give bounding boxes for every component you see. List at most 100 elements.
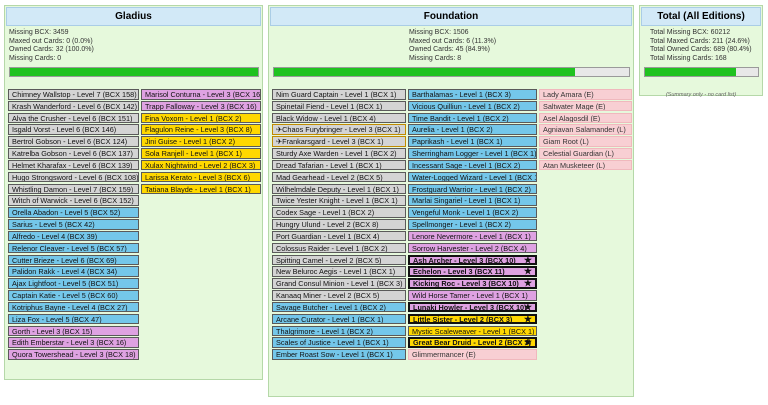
card-item[interactable]: Larissa Kerato - Level 3 (BCX 6) [141,171,261,183]
card-label: Ajax Lightfoot - Level 5 (BCX 51) [12,279,119,289]
total-progress-bar [644,67,759,77]
card-item[interactable]: Vengeful Monk - Level 1 (BCX 2) [408,207,537,218]
card-item[interactable]: Paprikash - Level 1 (BCX 1) [408,136,537,147]
card-item[interactable]: Tatiana Blayde - Level 1 (BCX 1) [141,183,261,195]
card-item[interactable]: Cutter Brieze - Level 6 (BCX 69) [8,254,139,266]
card-item[interactable]: Grand Consul Minion - Level 1 (BCX 3) [272,278,406,289]
card-item[interactable]: Colossus Raider - Level 1 (BCX 2) [272,242,406,254]
card-item[interactable]: ✈Frankarsgard - Level 3 (BCX 1) [272,136,406,147]
card-item[interactable]: Twice Yester Knight - Level 1 (BCX 1) [272,195,406,206]
card-item[interactable]: Incessant Sage - Level 1 (BCX 2) [408,159,537,171]
card-item[interactable]: Ash Archer - Level 3 (BCX 10) ★ [408,254,537,266]
card-item[interactable]: Lady Amara (E) [539,89,632,100]
card-label: Jini Guise - Level 1 (BCX 2) [145,137,236,147]
card-item[interactable]: Marlai Singariel - Level 1 (BCX 1) [408,195,537,206]
card-item[interactable]: Orella Abadon - Level 5 (BCX 52) [8,207,139,218]
card-item[interactable]: Kotriphus Bayne - Level 4 (BCX 27) [8,301,139,313]
card-item[interactable]: Port Guardian - Level 1 (BCX 4) [272,230,406,242]
card-item[interactable]: Quora Towershead - Level 3 (BCX 18) [8,349,139,360]
card-label: Aurelia - Level 1 (BCX 2) [412,125,493,135]
card-item[interactable]: Celestial Guardian (L) [539,148,632,159]
card-item[interactable]: Glimmermancer (E) [408,349,537,360]
card-item[interactable]: Frostguard Warrior - Level 1 (BCX 2) [408,183,537,195]
card-label: Vicious Quilliun - Level 1 (BCX 2) [412,101,520,111]
card-item[interactable]: Relenor Cleaver - Level 5 (BCX 57) [8,242,139,254]
card-item[interactable]: Jini Guise - Level 1 (BCX 2) [141,136,261,147]
card-item[interactable]: Dread Tafarian - Level 1 (BCX 1) [272,159,406,171]
card-item[interactable]: New Beluroc Aegis - Level 1 (BCX 1) [272,266,406,277]
foundation-progress-bar [273,67,630,77]
card-item[interactable]: Time Bandit - Level 1 (BCX 2) [408,112,537,124]
card-item[interactable]: Sherringham Logger - Level 1 (BCX 1) [408,148,537,159]
card-item[interactable]: Kicking Roc - Level 3 (BCX 10) ★ [408,278,537,289]
card-item[interactable]: Edith Emberstar - Level 3 (BCX 16) [8,337,139,348]
card-item[interactable]: Marisol Conturna - Level 3 (BCX 16) [141,89,261,100]
card-item[interactable]: Trapp Falloway - Level 3 (BCX 16) [141,100,261,112]
card-item[interactable]: Lenore Nevermore - Level 1 (BCX 1) [408,230,537,242]
card-item[interactable]: Giam Root (L) [539,136,632,147]
card-item[interactable]: Hugo Strongsword - Level 6 (BCX 108) [8,171,139,183]
airplane-icon: ✈ [276,137,283,147]
card-item[interactable]: Katrelba Gobson - Level 6 (BCX 137) [8,148,139,159]
card-item[interactable]: Spinetail Fiend - Level 1 (BCX 1) [272,100,406,112]
card-item[interactable]: Vicious Quilliun - Level 1 (BCX 2) [408,100,537,112]
card-item[interactable]: Thalgrimore - Level 1 (BCX 2) [272,325,406,337]
card-item[interactable]: Bertrol Gobson - Level 6 (BCX 124) [8,136,139,147]
card-item[interactable]: Alva the Crusher - Level 6 (BCX 151) [8,112,139,124]
card-label: Edith Emberstar - Level 3 (BCX 16) [12,338,127,348]
card-item[interactable]: Saltwater Mage (E) [539,100,632,112]
card-item[interactable]: Liza Fox - Level 5 (BCX 47) [8,313,139,325]
card-label: Liza Fox - Level 5 (BCX 47) [12,314,102,324]
card-item[interactable]: Alfredo - Level 4 (BCX 39) [8,230,139,242]
card-label: Bertrol Gobson - Level 6 (BCX 124) [12,137,128,147]
card-item[interactable]: ✈Chaos Furybringer - Level 3 (BCX 1) [272,124,406,135]
card-item[interactable]: Xulax Nightwind - Level 2 (BCX 3) [141,159,261,171]
card-item[interactable]: Arcane Curator - Level 1 (BCX 1) [272,313,406,325]
card-item[interactable]: Gorth - Level 3 (BCX 15) [8,325,139,337]
card-item[interactable]: Ember Roast Sow - Level 1 (BCX 1) [272,349,406,360]
card-label: Agniavan Salamander (L) [543,125,626,135]
card-item[interactable]: Wild Horse Tamer - Level 1 (BCX 1) [408,290,537,301]
card-item[interactable]: Atan Musketeer (L) [539,159,632,171]
card-item[interactable]: Mad Gearhead - Level 2 (BCX 5) [272,171,406,183]
card-item[interactable]: Krash Wanderford - Level 6 (BCX 142) [8,100,139,112]
card-item[interactable]: Spitting Camel - Level 2 (BCX 5) [272,254,406,266]
card-item[interactable]: Whistling Damon - Level 7 (BCX 159) [8,183,139,195]
card-item[interactable]: Nim Guard Captain - Level 1 (BCX 1) [272,89,406,100]
card-item[interactable]: Water-Logged Wizard - Level 1 (BCX 1) [408,171,537,183]
card-item[interactable]: Hungry Ulund - Level 2 (BCX 8) [272,219,406,230]
card-item[interactable]: Echelon - Level 3 (BCX 11) ★ [408,266,537,277]
card-item[interactable]: Mystic Scaleweaver - Level 1 (BCX 1) [408,325,537,337]
card-item[interactable]: Sorrow Harvester - Level 2 (BCX 4) [408,242,537,254]
card-item[interactable]: Lunaki Howler - Level 3 (BCX 10) ★ [408,301,537,313]
card-item[interactable]: Asel Alagosdil (E) [539,112,632,124]
card-item[interactable]: Little Sister - Level 2 (BCX 3) ★ [408,313,537,325]
card-item[interactable]: Spellmonger - Level 1 (BCX 2) [408,219,537,230]
card-item[interactable]: Sola Ranjell - Level 1 (BCX 1) [141,148,261,159]
card-item[interactable]: Great Bear Druid - Level 2 (BCX 3) ★ [408,337,537,348]
card-item[interactable]: Sturdy Axe Warden - Level 1 (BCX 2) [272,148,406,159]
card-label: Glimmermancer (E) [412,350,476,360]
card-item[interactable]: Barthalamas - Level 1 (BCX 3) [408,89,537,100]
card-item[interactable]: Wilhelmdale Deputy - Level 1 (BCX 1) [272,183,406,195]
card-item[interactable]: Codex Sage - Level 1 (BCX 2) [272,207,406,218]
card-item[interactable]: Helmet Kharafax - Level 6 (BCX 139) [8,159,139,171]
card-label: Chimney Wallstop - Level 7 (BCX 158) [12,90,137,99]
card-item[interactable]: Isgald Vorst - Level 6 (BCX 146) [8,124,139,135]
card-item[interactable]: Black Widow - Level 1 (BCX 4) [272,112,406,124]
card-item[interactable]: Fina Voxom - Level 1 (BCX 2) [141,112,261,124]
card-item[interactable]: Flagulon Reine - Level 3 (BCX 8) [141,124,261,135]
card-label: Katrelba Gobson - Level 6 (BCX 137) [12,149,133,159]
card-item[interactable]: Scales of Justice - Level 1 (BCX 1) [272,337,406,348]
card-item[interactable]: Aurelia - Level 1 (BCX 2) [408,124,537,135]
card-item[interactable]: Savage Butcher - Level 1 (BCX 2) [272,301,406,313]
card-label: Wild Horse Tamer - Level 1 (BCX 1) [412,291,528,301]
card-item[interactable]: Agniavan Salamander (L) [539,124,632,135]
card-item[interactable]: Ajax Lightfoot - Level 5 (BCX 51) [8,278,139,289]
card-item[interactable]: Captain Katie - Level 5 (BCX 60) [8,290,139,301]
card-item[interactable]: Sarius - Level 5 (BCX 42) [8,219,139,230]
card-item[interactable]: Witch of Warwick - Level 6 (BCX 152) [8,195,139,206]
card-item[interactable]: Chimney Wallstop - Level 7 (BCX 158) [8,89,139,100]
card-item[interactable]: Kanaaq Miner - Level 2 (BCX 5) [272,290,406,301]
card-item[interactable]: Palidon Rakk - Level 4 (BCX 34) [8,266,139,277]
